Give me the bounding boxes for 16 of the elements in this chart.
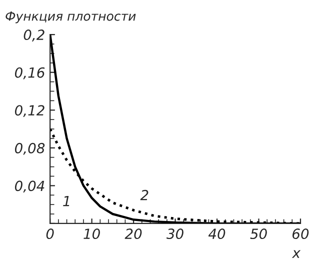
x-tick-label: 60: [292, 228, 309, 240]
x-tick-label: 30: [166, 228, 184, 240]
y-tick-label: 0,04: [14, 180, 44, 193]
y-tick-label: 0,2: [24, 30, 44, 42]
annotation: 1: [63, 196, 70, 206]
y-axis-title: Функция плотности: [6, 12, 136, 24]
y-tick-label: 0,12: [14, 105, 44, 118]
y-tick-label: 0,16: [14, 67, 45, 80]
x-tick-label: 0: [46, 228, 54, 240]
x-axis-title: x: [292, 250, 301, 258]
x-tick-label: 20: [124, 228, 142, 240]
y-tick-label: 0,08: [14, 142, 45, 155]
x-tick-label: 40: [208, 228, 226, 240]
x-tick-label: 10: [84, 228, 100, 240]
x-tick-label: 50: [250, 228, 267, 240]
annotation: 2: [140, 190, 148, 200]
